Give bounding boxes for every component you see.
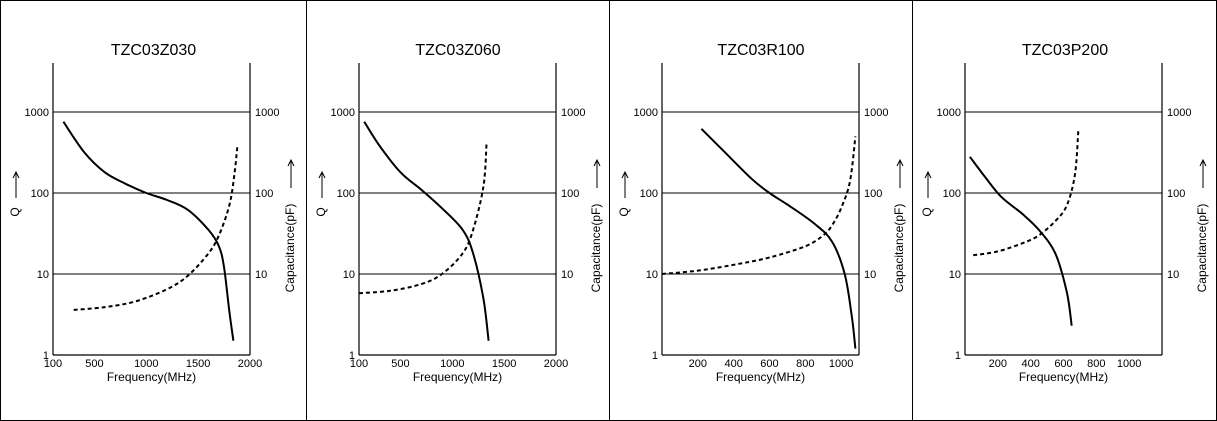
y-tick-label: 1000 xyxy=(634,107,658,119)
y2-tick-label: 1000 xyxy=(255,107,279,119)
x-tick-label: 100 xyxy=(350,358,368,370)
x-tick-label: 500 xyxy=(85,358,103,370)
x-tick-label: 100 xyxy=(44,358,62,370)
y-tick-label: 10 xyxy=(37,269,49,281)
q-curve xyxy=(62,121,235,341)
up-arrow-icon xyxy=(12,170,20,198)
x-tick-label: 500 xyxy=(391,358,409,370)
y-tick-label: 10 xyxy=(646,269,658,281)
chart-title: TZC03Z060 xyxy=(415,42,501,59)
y-tick-label: 100 xyxy=(31,188,49,200)
capacitance-curve xyxy=(661,136,857,275)
up-arrow-icon xyxy=(287,158,295,188)
y-tick-label: 1 xyxy=(349,350,355,362)
chart-panel: TZC03P200 1 10 100 1000 10 100 1000 200 400 600 800… xyxy=(912,0,1217,421)
y-tick-label: 1 xyxy=(652,350,658,362)
up-arrow-icon xyxy=(621,170,629,198)
y-axis-label: Q xyxy=(8,207,22,216)
up-arrow-icon xyxy=(318,170,326,198)
x-tick-label: 1500 xyxy=(186,358,210,370)
y-axis-label: Q xyxy=(314,207,328,216)
x-tick-label: 400 xyxy=(1021,358,1039,370)
y2-tick-label: 100 xyxy=(1167,188,1185,200)
x-tick-label: 600 xyxy=(1054,358,1072,370)
x-tick-label: 200 xyxy=(989,358,1007,370)
x-axis-label: Frequency(MHz) xyxy=(413,370,502,384)
x-tick-label: 600 xyxy=(760,358,778,370)
y2-tick-label: 10 xyxy=(255,269,267,281)
x-tick-label: 1000 xyxy=(134,358,158,370)
x-tick-label: 2000 xyxy=(544,358,568,370)
up-arrow-icon xyxy=(924,170,932,198)
x-axis-label: Frequency(MHz) xyxy=(716,370,805,384)
up-arrow-icon xyxy=(896,158,904,188)
y2-tick-label: 10 xyxy=(1167,269,1179,281)
x-tick-label: 2000 xyxy=(238,358,262,370)
y-tick-label: 1000 xyxy=(25,107,49,119)
chart-svg: 1 10 100 1000 10 100 1000 100 500 1000 1500 2000 Fre… xyxy=(314,63,603,384)
y-tick-label: 100 xyxy=(943,188,961,200)
y-tick-label: 10 xyxy=(343,269,355,281)
x-tick-label: 200 xyxy=(689,358,707,370)
y-tick-label: 100 xyxy=(337,188,355,200)
y-tick-label: 10 xyxy=(949,269,961,281)
y-tick-label: 1000 xyxy=(937,107,961,119)
chart-svg: 1 10 100 1000 10 100 1000 200 400 600 800 1000 Frequ… xyxy=(617,63,906,384)
up-arrow-icon xyxy=(1199,158,1207,188)
x-tick-label: 400 xyxy=(724,358,742,370)
chart-panel: TZC03Z030 1 10 100 1000 10 100 1000 100 500 1000 15… xyxy=(0,0,306,421)
y2-axis-label: Capacitance(pF) xyxy=(283,204,297,293)
chart-title: TZC03R100 xyxy=(717,42,805,59)
chart-svg: 1 10 100 1000 10 100 1000 200 400 600 800 1000 Frequ… xyxy=(920,63,1209,384)
y2-tick-label: 10 xyxy=(561,269,573,281)
y-axis-label: Q xyxy=(617,207,631,216)
y2-axis-label: Capacitance(pF) xyxy=(1195,204,1209,293)
q-curve xyxy=(969,156,1073,326)
y2-tick-label: 1000 xyxy=(561,107,585,119)
capacitance-curve xyxy=(73,144,239,311)
y2-tick-label: 10 xyxy=(864,269,876,281)
y-tick-label: 100 xyxy=(640,188,658,200)
chart-title: TZC03Z030 xyxy=(110,42,197,59)
x-tick-label: 1000 xyxy=(829,358,853,370)
chart-svg: 1 10 100 1000 10 100 1000 100 500 1000 1500 2000 Fre… xyxy=(8,63,297,384)
y2-tick-label: 100 xyxy=(561,188,579,200)
y2-tick-label: 1000 xyxy=(864,107,888,119)
y-tick-label: 1 xyxy=(43,350,49,362)
x-axis-label: Frequency(MHz) xyxy=(107,370,196,384)
y2-tick-label: 1000 xyxy=(1167,107,1191,119)
chart-panel: TZC03Z060 1 10 100 1000 10 100 1000 100 500 1000 15… xyxy=(306,0,609,421)
capacitance-curve xyxy=(973,131,1080,257)
x-tick-label: 1000 xyxy=(440,358,464,370)
y2-axis-label: Capacitance(pF) xyxy=(589,204,603,293)
chart-title: TZC03P200 xyxy=(1021,42,1109,59)
y-tick-label: 1000 xyxy=(331,107,355,119)
x-tick-label: 1500 xyxy=(492,358,516,370)
y2-tick-label: 100 xyxy=(255,188,273,200)
x-tick-label: 800 xyxy=(1087,358,1105,370)
y-axis-label: Q xyxy=(920,207,934,216)
y2-axis-label: Capacitance(pF) xyxy=(892,204,906,293)
q-curve xyxy=(363,121,490,341)
y-tick-label: 1 xyxy=(955,350,961,362)
q-curve xyxy=(700,128,857,349)
x-axis-label: Frequency(MHz) xyxy=(1019,370,1108,384)
x-tick-label: 1000 xyxy=(1117,358,1141,370)
chart-panel: TZC03R100 1 10 100 1000 10 100 1000 200 400 600 800… xyxy=(609,0,912,421)
capacitance-curve xyxy=(358,144,488,295)
y2-tick-label: 100 xyxy=(864,188,882,200)
x-tick-label: 800 xyxy=(796,358,814,370)
up-arrow-icon xyxy=(593,158,601,188)
